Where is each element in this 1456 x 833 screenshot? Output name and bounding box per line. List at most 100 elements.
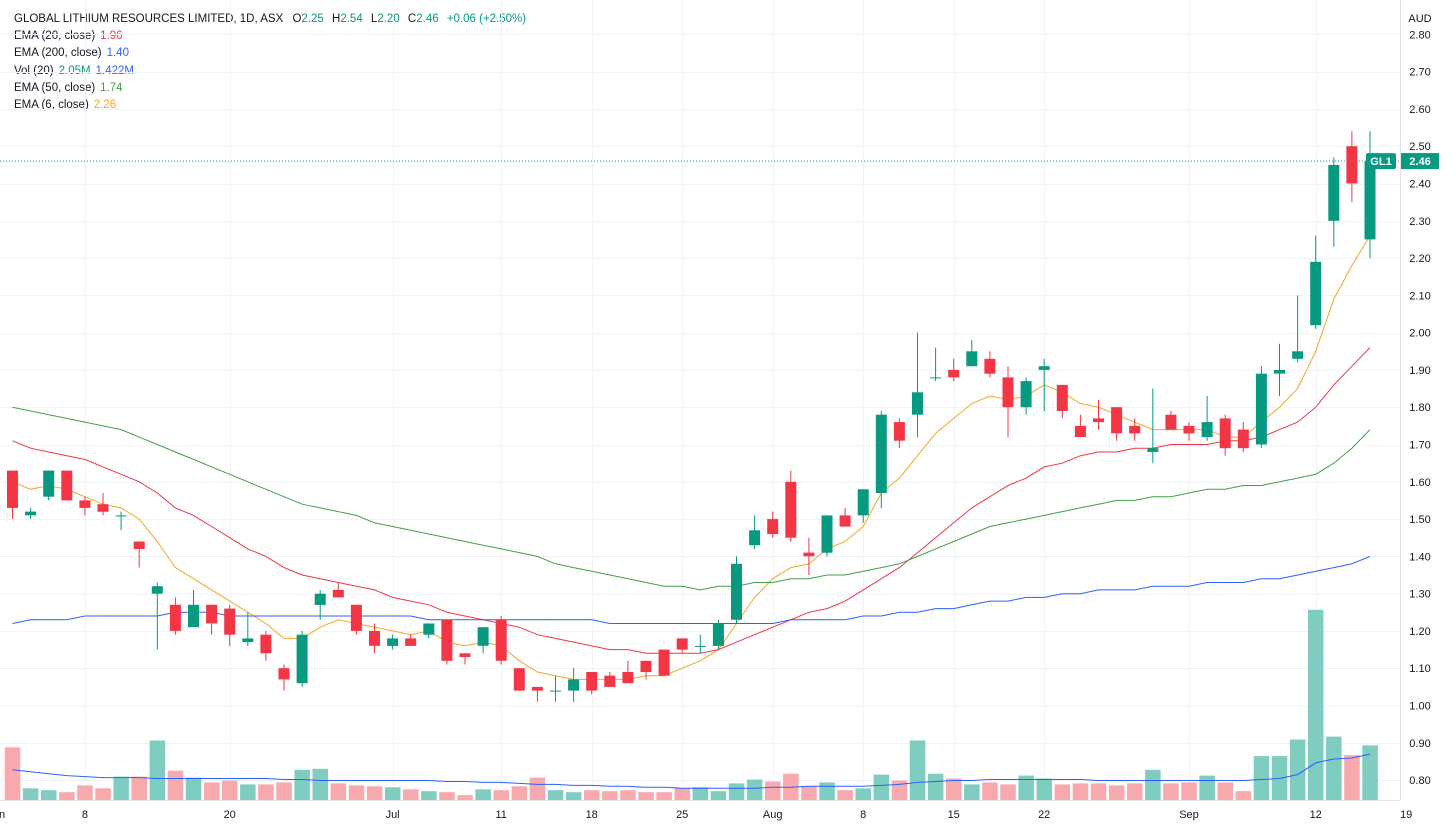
candle-body	[1201, 422, 1213, 437]
candle-body	[314, 593, 326, 605]
volume-bar	[529, 777, 546, 800]
candle	[893, 418, 905, 449]
volume-bar	[1326, 736, 1342, 800]
time-tick-label: 12	[1310, 809, 1322, 821]
candle	[948, 358, 960, 382]
candle	[1346, 131, 1358, 203]
candle-body	[604, 675, 616, 687]
candle-body	[332, 589, 344, 598]
volume-bar	[131, 776, 147, 800]
candle-body	[1328, 164, 1340, 221]
last-price-badge	[1401, 153, 1439, 170]
volume-bar	[1054, 784, 1071, 800]
price-tick-label: 2.60	[1409, 104, 1430, 116]
candle	[1129, 418, 1141, 441]
candle-body	[767, 519, 779, 534]
candle	[1038, 358, 1050, 411]
candle	[640, 660, 652, 680]
candle-body	[785, 481, 797, 538]
volume-bar	[819, 782, 835, 800]
candle	[1255, 366, 1267, 449]
indicator-ema20[interactable]: EMA (20, close) 1.96	[14, 30, 123, 43]
indicator-ema200[interactable]: EMA (200, close) 1.40	[14, 47, 129, 60]
candle	[1292, 295, 1304, 363]
candle	[260, 630, 272, 661]
volume-bar	[185, 777, 202, 800]
candle-body	[224, 608, 236, 635]
price-tick-label: 1.50	[1409, 514, 1430, 526]
candle-body	[1237, 429, 1249, 449]
candle-body	[966, 351, 978, 367]
candle-body	[948, 369, 960, 378]
candle	[242, 612, 254, 646]
indicator-ema6[interactable]: EMA (6, close) 2.26	[14, 99, 117, 112]
candle	[586, 672, 598, 695]
volume-bar	[547, 790, 564, 800]
volume-bar	[656, 792, 672, 800]
candle-body	[350, 604, 362, 631]
candle-body	[640, 660, 652, 672]
ticker-badge-text: GL1	[1370, 156, 1391, 168]
candle-body	[169, 604, 181, 631]
volume-bar	[1145, 769, 1161, 800]
volume-bar	[1253, 756, 1270, 800]
indicator-ema50[interactable]: EMA (50, close) 1.74	[14, 81, 123, 94]
candle-body	[513, 668, 525, 691]
volume-bar	[565, 792, 582, 800]
volume-bar	[348, 785, 365, 800]
volume-bar	[982, 782, 998, 800]
price-tick-label: 2.80	[1409, 29, 1430, 41]
candle-body	[79, 500, 91, 508]
candle-body	[1346, 146, 1358, 184]
candle-body	[694, 645, 706, 647]
candle	[658, 649, 670, 676]
volume-bar	[1108, 785, 1125, 800]
candle-body	[749, 530, 761, 546]
ema-line	[12, 555, 1371, 624]
ohlc-low: L2.20	[370, 13, 400, 25]
candle	[7, 470, 18, 520]
volume-bar	[294, 769, 310, 800]
time-tick-label: 19	[1400, 809, 1412, 821]
price-axis-bg	[1400, 0, 1456, 833]
volume-bar	[240, 784, 256, 800]
candle-body	[151, 586, 163, 594]
candle	[296, 630, 308, 687]
candle	[477, 627, 489, 654]
candle-body	[1147, 448, 1159, 452]
candle-body	[875, 414, 887, 493]
candle	[731, 556, 742, 624]
candle	[550, 675, 561, 702]
symbol-row: GLOBAL LITHIUM RESOURCES LIMITED, 1D, AS…	[14, 11, 526, 28]
volume-bar	[638, 792, 654, 800]
candle-body	[61, 470, 73, 501]
price-tick-label: 0.90	[1409, 738, 1430, 750]
candle-body	[857, 489, 869, 516]
volume-bar	[873, 774, 890, 800]
indicator-volume[interactable]: Vol (20) 2.05M 1.422M	[14, 64, 134, 77]
volume-bar	[1163, 783, 1179, 800]
candle	[875, 411, 887, 508]
candle	[712, 619, 724, 650]
ema-line	[12, 235, 1371, 680]
candles	[7, 131, 1376, 702]
candle-body	[622, 672, 634, 684]
volume-bar	[95, 788, 111, 800]
time-tick-label: 11	[495, 809, 506, 821]
candle	[97, 493, 109, 516]
price-tick-label: 1.20	[1409, 626, 1430, 638]
ohlc-open: O2.25	[292, 13, 324, 25]
volume-bar	[692, 787, 709, 800]
volume-bar	[891, 780, 908, 800]
candle-body	[7, 470, 18, 508]
candle	[966, 340, 978, 367]
price-tick-label: 2.10	[1409, 290, 1430, 302]
candle-body	[586, 672, 598, 691]
candle-body	[1292, 351, 1304, 359]
candle-body	[712, 623, 724, 646]
volume-bar	[746, 779, 763, 800]
volume-bar	[1362, 745, 1378, 800]
candle	[857, 489, 869, 523]
volume-bar	[511, 786, 528, 800]
